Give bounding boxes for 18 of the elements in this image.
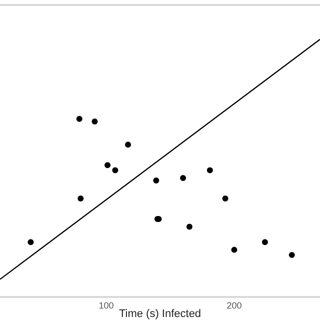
point [206, 167, 213, 174]
point [231, 246, 238, 253]
point [153, 178, 160, 184]
point [78, 195, 84, 202]
point [222, 195, 228, 202]
point [125, 142, 131, 148]
x-axis-title: Time (s) Infected [118, 308, 202, 320]
point [288, 252, 295, 258]
point [262, 239, 268, 246]
point [28, 239, 34, 246]
x-tick-label: 100 [98, 300, 114, 311]
point [76, 116, 82, 122]
point [112, 167, 118, 174]
point [92, 118, 98, 124]
point [104, 162, 111, 168]
x-tick-label: 200 [226, 300, 242, 311]
point [186, 224, 192, 230]
point [180, 174, 186, 181]
